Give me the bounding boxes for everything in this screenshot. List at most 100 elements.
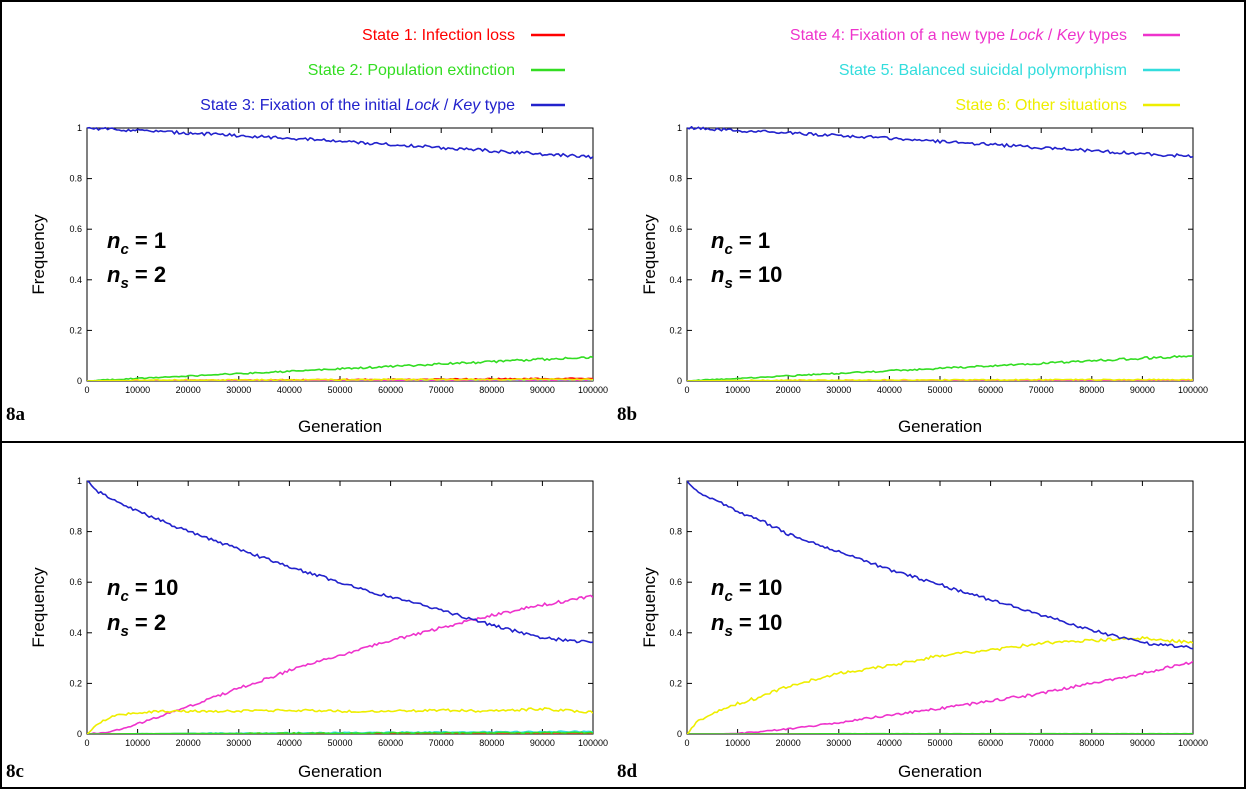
param-symbol: n [107, 262, 120, 287]
y-tick-label: 0 [677, 376, 682, 386]
legend-italic-term: Lock [1010, 27, 1045, 44]
param-symbol: n [107, 610, 120, 635]
y-tick-label: 0.6 [69, 577, 82, 587]
legend-item-state-2: State 2: Population extinction [308, 62, 565, 79]
legend-text-part: type [480, 97, 515, 114]
panel-label: 8c [6, 761, 24, 782]
x-tick-label: 20000 [176, 385, 201, 395]
y-axis-label: Frequency [29, 567, 48, 648]
param-value: = 2 [129, 262, 166, 287]
legend-label-state-5: State 5: Balanced suicidal polymorphism [839, 62, 1127, 79]
y-tick-label: 0.2 [669, 325, 682, 335]
series-line-state-6 [687, 378, 1193, 381]
param-symbol: n [711, 262, 724, 287]
panel-label: 8b [617, 404, 637, 425]
x-tick-label: 70000 [429, 738, 454, 748]
x-tick-label: 70000 [429, 385, 454, 395]
y-tick-label: 0 [77, 376, 82, 386]
y-axis-label: Frequency [640, 567, 659, 648]
panel-label: 8a [6, 404, 26, 425]
y-tick-label: 0.6 [69, 224, 82, 234]
series-line-state-3 [87, 480, 593, 644]
x-tick-label: 50000 [327, 385, 352, 395]
legend-text-part: : Infection loss [413, 27, 515, 44]
series-line-state-3 [687, 126, 1193, 159]
x-tick-label: 40000 [877, 738, 902, 748]
legend-item-state-4: State 4: Fixation of a new type Lock / K… [790, 27, 1180, 44]
param-value: = 10 [733, 575, 783, 600]
y-tick-label: 1 [677, 123, 682, 133]
x-tick-label: 100000 [578, 385, 608, 395]
param-nc: nc = 10 [711, 575, 782, 605]
x-tick-label: 90000 [1130, 385, 1155, 395]
x-tick-label: 70000 [1029, 385, 1054, 395]
legend-label-state-3: State 3: Fixation of the initial Lock / … [200, 97, 515, 114]
series-line-state-3 [687, 480, 1193, 650]
param-nc: nc = 1 [107, 228, 166, 258]
x-tick-label: 0 [84, 738, 89, 748]
param-subscript: s [120, 275, 128, 292]
x-tick-label: 60000 [978, 738, 1003, 748]
panel-label: 8d [617, 761, 638, 782]
y-tick-label: 1 [677, 476, 682, 486]
y-tick-label: 1 [77, 123, 82, 133]
y-tick-label: 0.2 [69, 325, 82, 335]
x-tick-label: 20000 [776, 738, 801, 748]
param-ns: ns = 10 [711, 610, 782, 640]
param-ns: ns = 10 [711, 262, 782, 292]
series-line-state-2 [87, 355, 593, 381]
param-symbol: n [711, 228, 724, 253]
plot-frame [86, 127, 594, 382]
param-value: = 10 [733, 262, 783, 287]
x-axis-label: Generation [898, 762, 982, 781]
x-tick-label: 30000 [826, 738, 851, 748]
x-tick-label: 10000 [125, 738, 150, 748]
legend-state-name: State 1 [362, 27, 413, 44]
legend-item-state-3: State 3: Fixation of the initial Lock / … [200, 97, 565, 114]
series-line-state-3 [87, 126, 593, 160]
param-value: = 1 [129, 228, 166, 253]
param-subscript: s [120, 623, 128, 640]
y-tick-label: 0.8 [669, 527, 682, 537]
legend-text-part: : Balanced suicidal polymorphism [890, 62, 1127, 79]
param-nc: nc = 1 [711, 228, 770, 258]
param-symbol: n [711, 610, 724, 635]
y-tick-label: 0.2 [69, 678, 82, 688]
y-tick-label: 0 [77, 729, 82, 739]
panel-8c: 0 0.2 0.4 0.6 0.8 1 0 10000 20000 30000 40000 50000… [6, 476, 608, 782]
x-tick-label: 50000 [927, 385, 952, 395]
x-axis-label: Generation [298, 762, 382, 781]
x-tick-label: 40000 [277, 738, 302, 748]
plot-frame [686, 127, 1194, 382]
series-line-state-6 [687, 635, 1193, 734]
x-tick-label: 90000 [1130, 738, 1155, 748]
legend-italic-term: Lock [406, 97, 441, 114]
x-tick-label: 20000 [776, 385, 801, 395]
param-nc: nc = 10 [107, 575, 178, 605]
param-subscript: c [120, 588, 129, 605]
param-subscript: c [724, 241, 733, 258]
legend-state-name: State 3 [200, 97, 251, 114]
x-tick-label: 60000 [378, 385, 403, 395]
param-symbol: n [107, 575, 120, 600]
legend-label-state-6: State 6: Other situations [955, 97, 1127, 114]
param-symbol: n [107, 228, 120, 253]
x-tick-label: 40000 [877, 385, 902, 395]
legend-text-part: : Other situations [1006, 97, 1127, 114]
x-tick-label: 60000 [378, 738, 403, 748]
x-tick-label: 80000 [1079, 738, 1104, 748]
series-line-state-6 [87, 377, 593, 381]
param-subscript: s [724, 623, 732, 640]
series-line-state-2 [687, 355, 1193, 381]
x-tick-label: 30000 [226, 385, 251, 395]
x-tick-label: 100000 [1178, 738, 1208, 748]
legend-state-name: State 6 [955, 97, 1006, 114]
legend-text-part: / [1043, 27, 1056, 44]
y-tick-label: 0.4 [669, 628, 682, 638]
param-value: = 2 [129, 610, 166, 635]
legend-state-name: State 4 [790, 27, 841, 44]
legend-text-part: : Population extinction [358, 62, 515, 79]
x-tick-label: 30000 [826, 385, 851, 395]
x-tick-label: 50000 [927, 738, 952, 748]
